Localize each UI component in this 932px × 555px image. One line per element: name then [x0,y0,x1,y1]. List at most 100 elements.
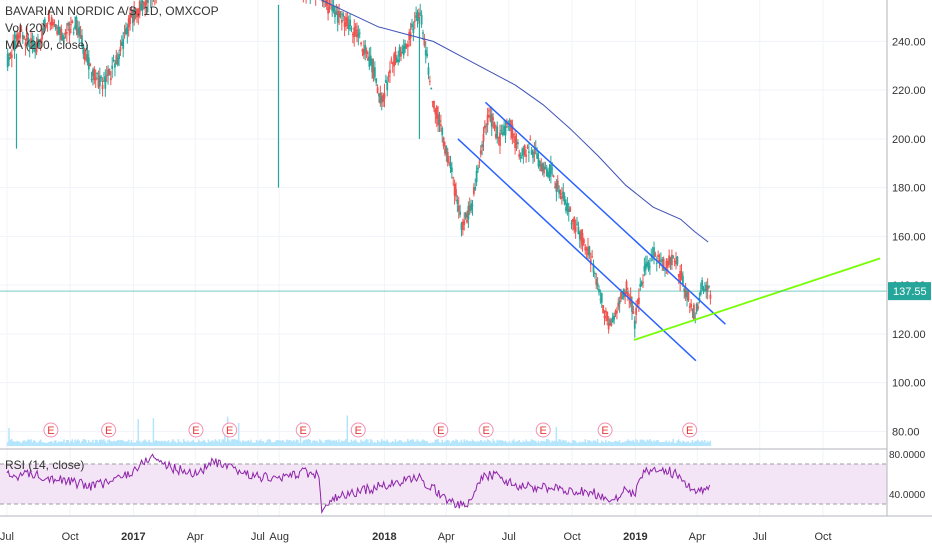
volume-bar [408,441,410,446]
volume-bar [583,442,585,446]
volume-bar [558,439,560,446]
volume-bar [362,441,364,446]
candle-body [520,157,522,159]
volume-bar [235,439,237,446]
earnings-marker-label: E [482,425,489,437]
volume-bar [331,441,333,446]
volume-bar [146,441,148,446]
volume-bar [334,441,336,446]
volume-bar [664,442,666,446]
volume-bar [447,440,449,446]
volume-bar [15,442,17,446]
volume-bar [580,442,582,446]
time-tick-label: 2017 [121,531,145,543]
legend-ma[interactable]: MA (200, close) [5,37,219,54]
volume-bar [289,440,291,446]
volume-bar [417,439,419,446]
candle-body [521,155,523,156]
volume-bar [292,441,294,446]
volume-bar [661,442,663,446]
volume-bar [7,442,9,446]
candle-body [487,115,489,125]
volume-bar [360,440,362,446]
candle-body [349,20,351,27]
volume-bar [594,441,596,446]
volume-bar [47,443,49,446]
volume-bar [150,442,152,446]
volume-bar [282,440,284,446]
candle-body [407,44,409,47]
candle-body [466,220,468,223]
volume-bar [290,440,292,446]
volume-bar [432,442,434,446]
volume-bar [125,442,127,446]
volume-bar [336,440,338,446]
time-tick-label: Apr [438,531,455,543]
candle-body [470,203,472,210]
candle-body [496,126,498,138]
volume-bar [129,443,131,446]
candle-body [111,66,113,69]
volume-bar [624,441,626,446]
price-tick-label: 220.00 [892,85,926,97]
volume-bar [509,441,511,446]
candle-body [514,136,516,148]
candle-body [517,142,519,144]
volume-bar [182,443,184,446]
volume-bar [693,442,695,446]
volume-bar [641,440,643,446]
volume-bar [569,443,571,446]
volume-bar [17,441,19,446]
volume-bar [457,440,459,446]
volume-bar [377,440,379,446]
volume-bar [22,441,24,446]
volume-bar [208,439,210,446]
volume-bar [518,440,520,446]
volume-bar [468,441,470,446]
volume-bar [370,439,372,446]
volume-bar [153,418,155,446]
legend-symbol[interactable]: BAVARIAN NORDIC A/S, 1D, OMXCOP [5,3,219,20]
volume-bar [286,440,288,446]
volume-bar [487,439,489,446]
candle-body [478,162,480,163]
volume-bar [498,441,500,446]
volume-bar [451,441,453,446]
price-tick-label: 200.00 [892,134,926,146]
volume-bar [135,443,137,446]
volume-bar [268,439,270,446]
volume-bar [319,439,321,446]
candle-body [447,152,449,162]
candle-body [616,311,618,314]
volume-bar [330,440,332,446]
volume-bar [671,442,673,446]
volume-bar [186,442,188,446]
candle-body [483,134,485,141]
candle-body [346,18,348,26]
volume-bar [21,443,23,446]
volume-bar [520,442,522,446]
volume-bar [609,441,611,446]
volume-bar [19,442,21,446]
volume-bar [89,442,91,446]
volume-bar [304,440,306,446]
legend-volume[interactable]: Vol (20) [5,20,219,37]
volume-bar [703,442,705,446]
volume-bar [162,441,164,446]
volume-bar [278,440,280,446]
volume-bar [650,441,652,446]
volume-bar [710,441,712,446]
volume-bar [231,440,233,446]
candle-body [524,145,526,155]
volume-bar [103,439,105,446]
volume-bar [679,441,681,446]
candle-body [494,122,496,128]
volume-bar [700,441,702,446]
volume-bar [395,439,397,446]
candle-body [619,301,621,304]
candle-body [664,270,666,271]
rsi-legend[interactable]: RSI (14, close) [5,458,84,472]
volume-bar [565,440,567,446]
